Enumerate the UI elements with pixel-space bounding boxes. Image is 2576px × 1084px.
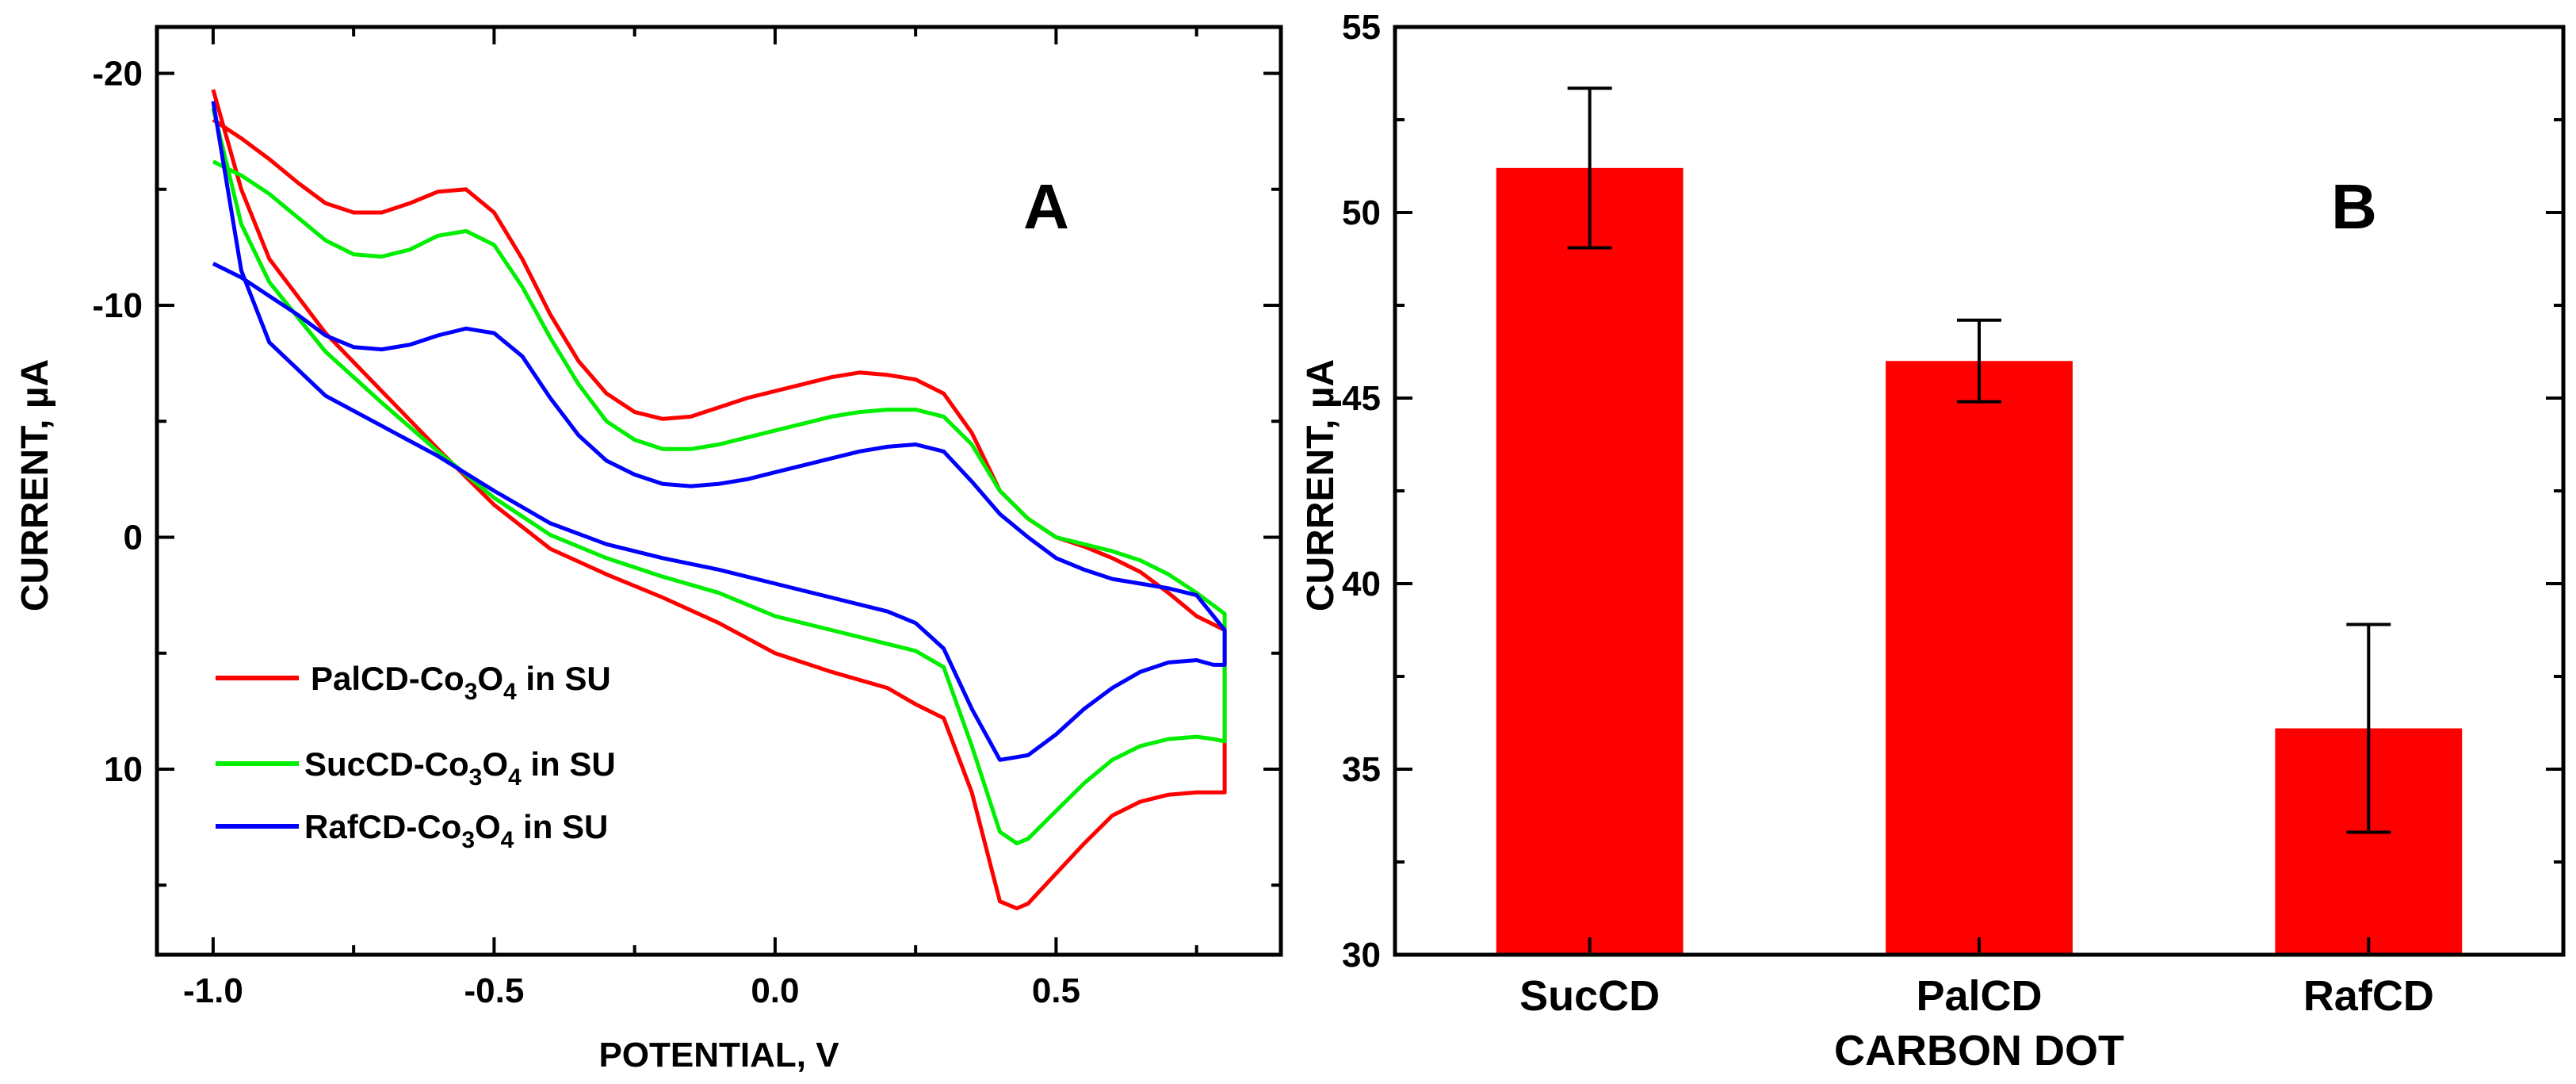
panel-a-plot-frame <box>155 25 1283 957</box>
series-line-1 <box>211 89 1227 910</box>
legend-entry-rafcd: RafCD-Co3O4 in SU <box>216 808 608 853</box>
panel-a-letter: A <box>1023 171 1069 242</box>
y-tick-label: 35 <box>1342 750 1381 789</box>
x-tick-label: 0.5 <box>1032 971 1080 1010</box>
y-tick-label: 30 <box>1342 936 1381 975</box>
panel-b-y-axis: 30 35 40 45 50 55 <box>1342 8 2563 975</box>
legend-label-rafcd: RafCD-Co3O4 in SU <box>304 808 608 853</box>
bar-succd <box>1496 167 1684 956</box>
panel-b-x-axis: SucCD PalCD RafCD <box>1519 937 2434 1020</box>
legend-entry-succd: SucCD-Co3O4 in SU <box>216 745 616 791</box>
y-tick-label: 40 <box>1342 565 1381 603</box>
x-tick-label: 0.0 <box>751 971 799 1010</box>
panel-b-letter: B <box>2331 171 2377 242</box>
panel-b-bars-group <box>1496 86 2463 956</box>
y-tick-label: -20 <box>92 55 143 94</box>
panel-a-x-axis: -1.0 -0.5 0.0 0.5 <box>183 27 1198 1010</box>
x-tick-label: -0.5 <box>464 971 524 1010</box>
y-tick-label: 45 <box>1342 379 1381 418</box>
panel-a-series-group <box>211 89 1227 910</box>
panel-a-y-axis: -20 -10 0 10 <box>92 55 1281 887</box>
panel-b-bar-chart: SucCD PalCD RafCD 30 35 40 45 50 55 B CARBON DO… <box>1300 8 2566 1074</box>
legend-entry-palcd: PalCD-Co3O4 in SU <box>216 660 611 705</box>
panel-a-legend: PalCD-Co3O4 in SU SucCD-Co3O4 in SU RafC… <box>216 660 616 853</box>
panel-b-y-axis-title: CURRENT, µA <box>1300 359 1342 611</box>
y-tick-label: -10 <box>92 286 143 325</box>
panel-a-x-axis-title: POTENTIAL, V <box>598 1036 839 1074</box>
legend-label-succd: SucCD-Co3O4 in SU <box>304 745 616 791</box>
y-tick-label: 50 <box>1342 193 1381 232</box>
x-tick-label: -1.0 <box>183 971 243 1010</box>
x-tick-label-succd: SucCD <box>1519 972 1660 1020</box>
y-tick-label: 55 <box>1342 8 1381 47</box>
y-tick-label: 10 <box>104 750 143 789</box>
series-line-2 <box>211 107 1227 846</box>
x-tick-label-rafcd: RafCD <box>2303 972 2434 1020</box>
x-tick-label-palcd: PalCD <box>1916 972 2042 1020</box>
bar-palcd <box>1886 361 2073 955</box>
series-line-3 <box>211 101 1227 762</box>
y-tick-label: 0 <box>124 519 143 557</box>
panel-b-x-axis-title: CARBON DOT <box>1834 1027 2124 1074</box>
panel-a-y-axis-title: CURRENT, µA <box>14 359 56 611</box>
legend-label-palcd: PalCD-Co3O4 in SU <box>311 660 611 705</box>
